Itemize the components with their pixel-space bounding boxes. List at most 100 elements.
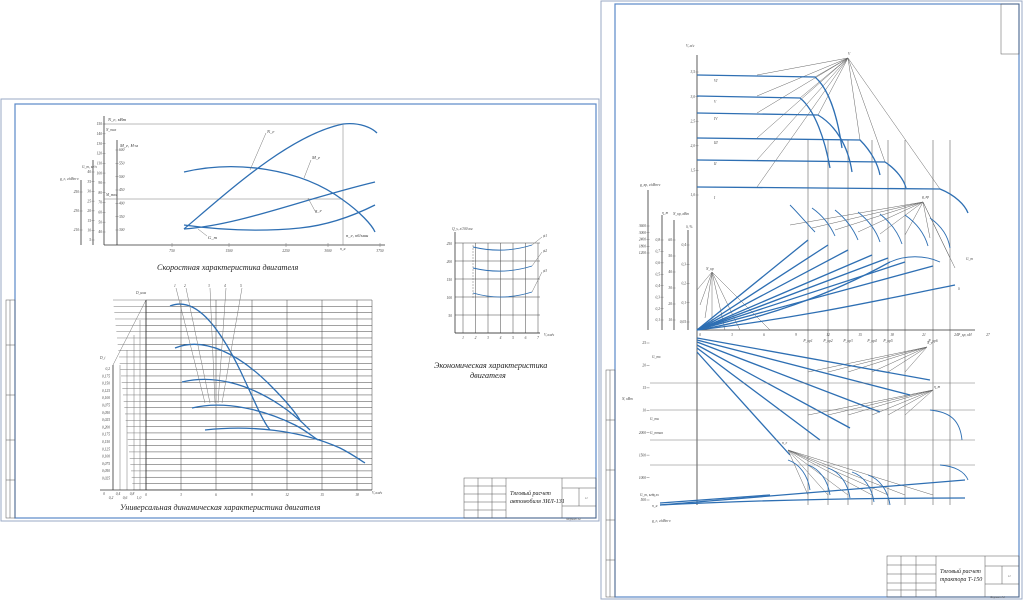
speed-curve-label-ne: N_e	[266, 129, 274, 134]
speed-gt-tick: 15	[87, 219, 91, 223]
tractor-eta-tick: 0,6	[656, 261, 661, 266]
tractor-nkr-tick: 30	[668, 286, 672, 290]
speed-chart-x-marker: n_н	[340, 247, 346, 251]
tractor-chart-v-ticks: 3,5 3,0 2,5 2,0 1,5 1,0	[691, 70, 699, 198]
dynamic-d-tick: 0,025	[102, 418, 110, 423]
tractor-gkr-ray	[879, 201, 924, 235]
speed-curve-gt	[183, 181, 376, 230]
tractor-v-tick: 2,0	[691, 144, 696, 149]
tractor-chart-lower-fans	[807, 346, 934, 416]
tractor-eta-tick: 0,5	[656, 272, 661, 277]
dynamic-gear-label-5: 5	[240, 284, 242, 288]
tractor-gkr-tick: 2400	[639, 238, 646, 242]
tractor-delta-tick: 0,1	[682, 301, 687, 306]
tractor-eta-tick: 0,4	[656, 284, 661, 289]
tractor-nkr-tick: 10	[668, 318, 672, 322]
tractor-pkr-line	[696, 254, 873, 331]
tractor-chart-lower-ticks: 25 20 15 10 2000 1500 1000 500	[639, 341, 650, 502]
economy-chart-caption-line1: Экономическая характеристика	[434, 361, 547, 370]
tractor-pkr-num: 18	[890, 333, 894, 337]
tractor-v-tick: 1,0	[691, 193, 696, 198]
tractor-pole-nkr: N_кр	[705, 267, 714, 271]
economy-curve-label-psi2: ψ2	[543, 249, 547, 253]
tractor-pkr-num: 6	[763, 333, 765, 337]
speed-ne-tick: 120	[97, 152, 103, 156]
dynamic-left-tick: 0,8	[130, 492, 135, 497]
tractor-lower-tick: 2000	[639, 431, 646, 435]
speed-chart-ge-label: g_e, г/кВт·ч	[60, 177, 79, 182]
economy-chart: Q_s, л/100 км V, км/ч 250 200 150 100 50 1 2 3…	[434, 227, 555, 380]
dynamic-left-tick: 0	[103, 492, 105, 496]
economy-chart-grid	[455, 242, 540, 334]
tractor-bottom-ray	[787, 449, 809, 496]
tractor-lower-tick: 1000	[639, 476, 646, 480]
tractor-chart-delta-ticks: 0,4 0,3 0,2 0,1 0,05	[680, 243, 690, 325]
economy-chart-x-label: V, км/ч	[544, 333, 555, 338]
tractor-lower-tick: 15	[642, 386, 646, 390]
tractor-lower-tick: 1500	[639, 453, 646, 457]
economy-curve-psi3	[472, 291, 533, 298]
tractor-pkr-line	[696, 265, 934, 331]
tractor-pkr-label: P_кр5	[882, 339, 892, 343]
dynamic-d-tick: 0,075	[102, 404, 110, 409]
dynamic-d-tick: 0,175	[102, 433, 110, 438]
speed-x-tick: 750	[169, 249, 175, 253]
dynamic-d-tick: 0,125	[102, 447, 110, 452]
tractor-gkr-tick: 1800	[639, 244, 646, 248]
speed-x-tick: 1500	[225, 249, 232, 253]
economy-x-tick: 7	[537, 336, 539, 340]
tractor-gear-ray	[817, 57, 849, 116]
tractor-gear-label: III	[713, 141, 718, 145]
dynamic-chart-y-label: D_ном	[135, 291, 147, 295]
tractor-nkr-ray	[696, 271, 713, 291]
right-title-block-title-line1: Тяговый расчет	[940, 568, 982, 575]
tractor-lower-gtn: G_тн	[650, 417, 659, 421]
tractor-pkr-label: P_кр2	[822, 339, 832, 343]
tractor-bottom-curve	[827, 467, 851, 499]
tractor-nkr-tick: 40	[668, 270, 672, 274]
right-sheet-inner-frame	[614, 3, 1020, 598]
speed-chart-gt-label: G_т, кг/ч	[82, 165, 97, 170]
economy-curve-label-psi3: ψ3	[543, 269, 547, 273]
tractor-delta-tick: 0,3	[682, 262, 687, 267]
left-title-block-title-line1: Тяговый расчет	[510, 490, 552, 497]
dynamic-gear-leaders	[175, 287, 243, 404]
tractor-lower-ray	[807, 389, 934, 416]
dynamic-x-tick: 6	[215, 493, 217, 497]
tractor-curve-nkr	[696, 261, 891, 331]
left-title-block: Тяговый расчет автомобиля ЗИЛ-131 11 Фор…	[463, 477, 597, 521]
tractor-gear-ray	[847, 57, 886, 163]
tractor-pole-ne: N_e	[926, 341, 933, 345]
tractor-lower-ray	[847, 389, 934, 416]
tractor-pkr-line	[696, 239, 809, 331]
economy-x-tick: 4	[500, 336, 502, 340]
tractor-chart-gkr-ticks: 3600 3000 2400 1800 1200	[639, 224, 650, 255]
speed-chart-nmax-label: N_max	[105, 128, 117, 132]
dynamic-gear-label-1: 1	[174, 284, 176, 288]
tractor-pkr-num: 3	[731, 333, 733, 337]
dynamic-curve-gear-4	[191, 404, 319, 441]
tractor-pole-delta: δ	[958, 287, 960, 291]
tractor-bottom-ray	[787, 449, 889, 496]
speed-curve-me	[183, 166, 376, 233]
tractor-lower-ray	[887, 346, 928, 373]
tractor-gear-label: IV	[713, 117, 718, 121]
tractor-gear-label: I	[713, 196, 716, 200]
tractor-gkr-ray	[922, 201, 956, 269]
speed-ne-tick: 50	[98, 220, 102, 224]
tractor-pkr-line	[696, 257, 889, 331]
tractor-delta-tick: 0,4	[682, 243, 687, 248]
tractor-gear-ray	[756, 57, 849, 76]
dynamic-d-tick: 0,150	[102, 382, 110, 387]
speed-chart-ne-ticks: 150 140 130 120 110 100 90 80 70 60 50 40	[97, 122, 106, 234]
tractor-gear-label: V	[714, 100, 717, 104]
tractor-gkr-tick: 1200	[639, 251, 646, 255]
tractor-lower-tick: 25	[642, 341, 646, 345]
speed-me-tick: 450	[119, 188, 125, 192]
tractor-nkr-ray	[711, 271, 741, 331]
dynamic-left-tick: 0,4	[116, 492, 121, 497]
speed-chart-ne-label: N_e, кВт	[107, 117, 127, 123]
speed-ge-tick: 210	[74, 228, 80, 232]
speed-gt-tick: 30	[87, 190, 91, 194]
